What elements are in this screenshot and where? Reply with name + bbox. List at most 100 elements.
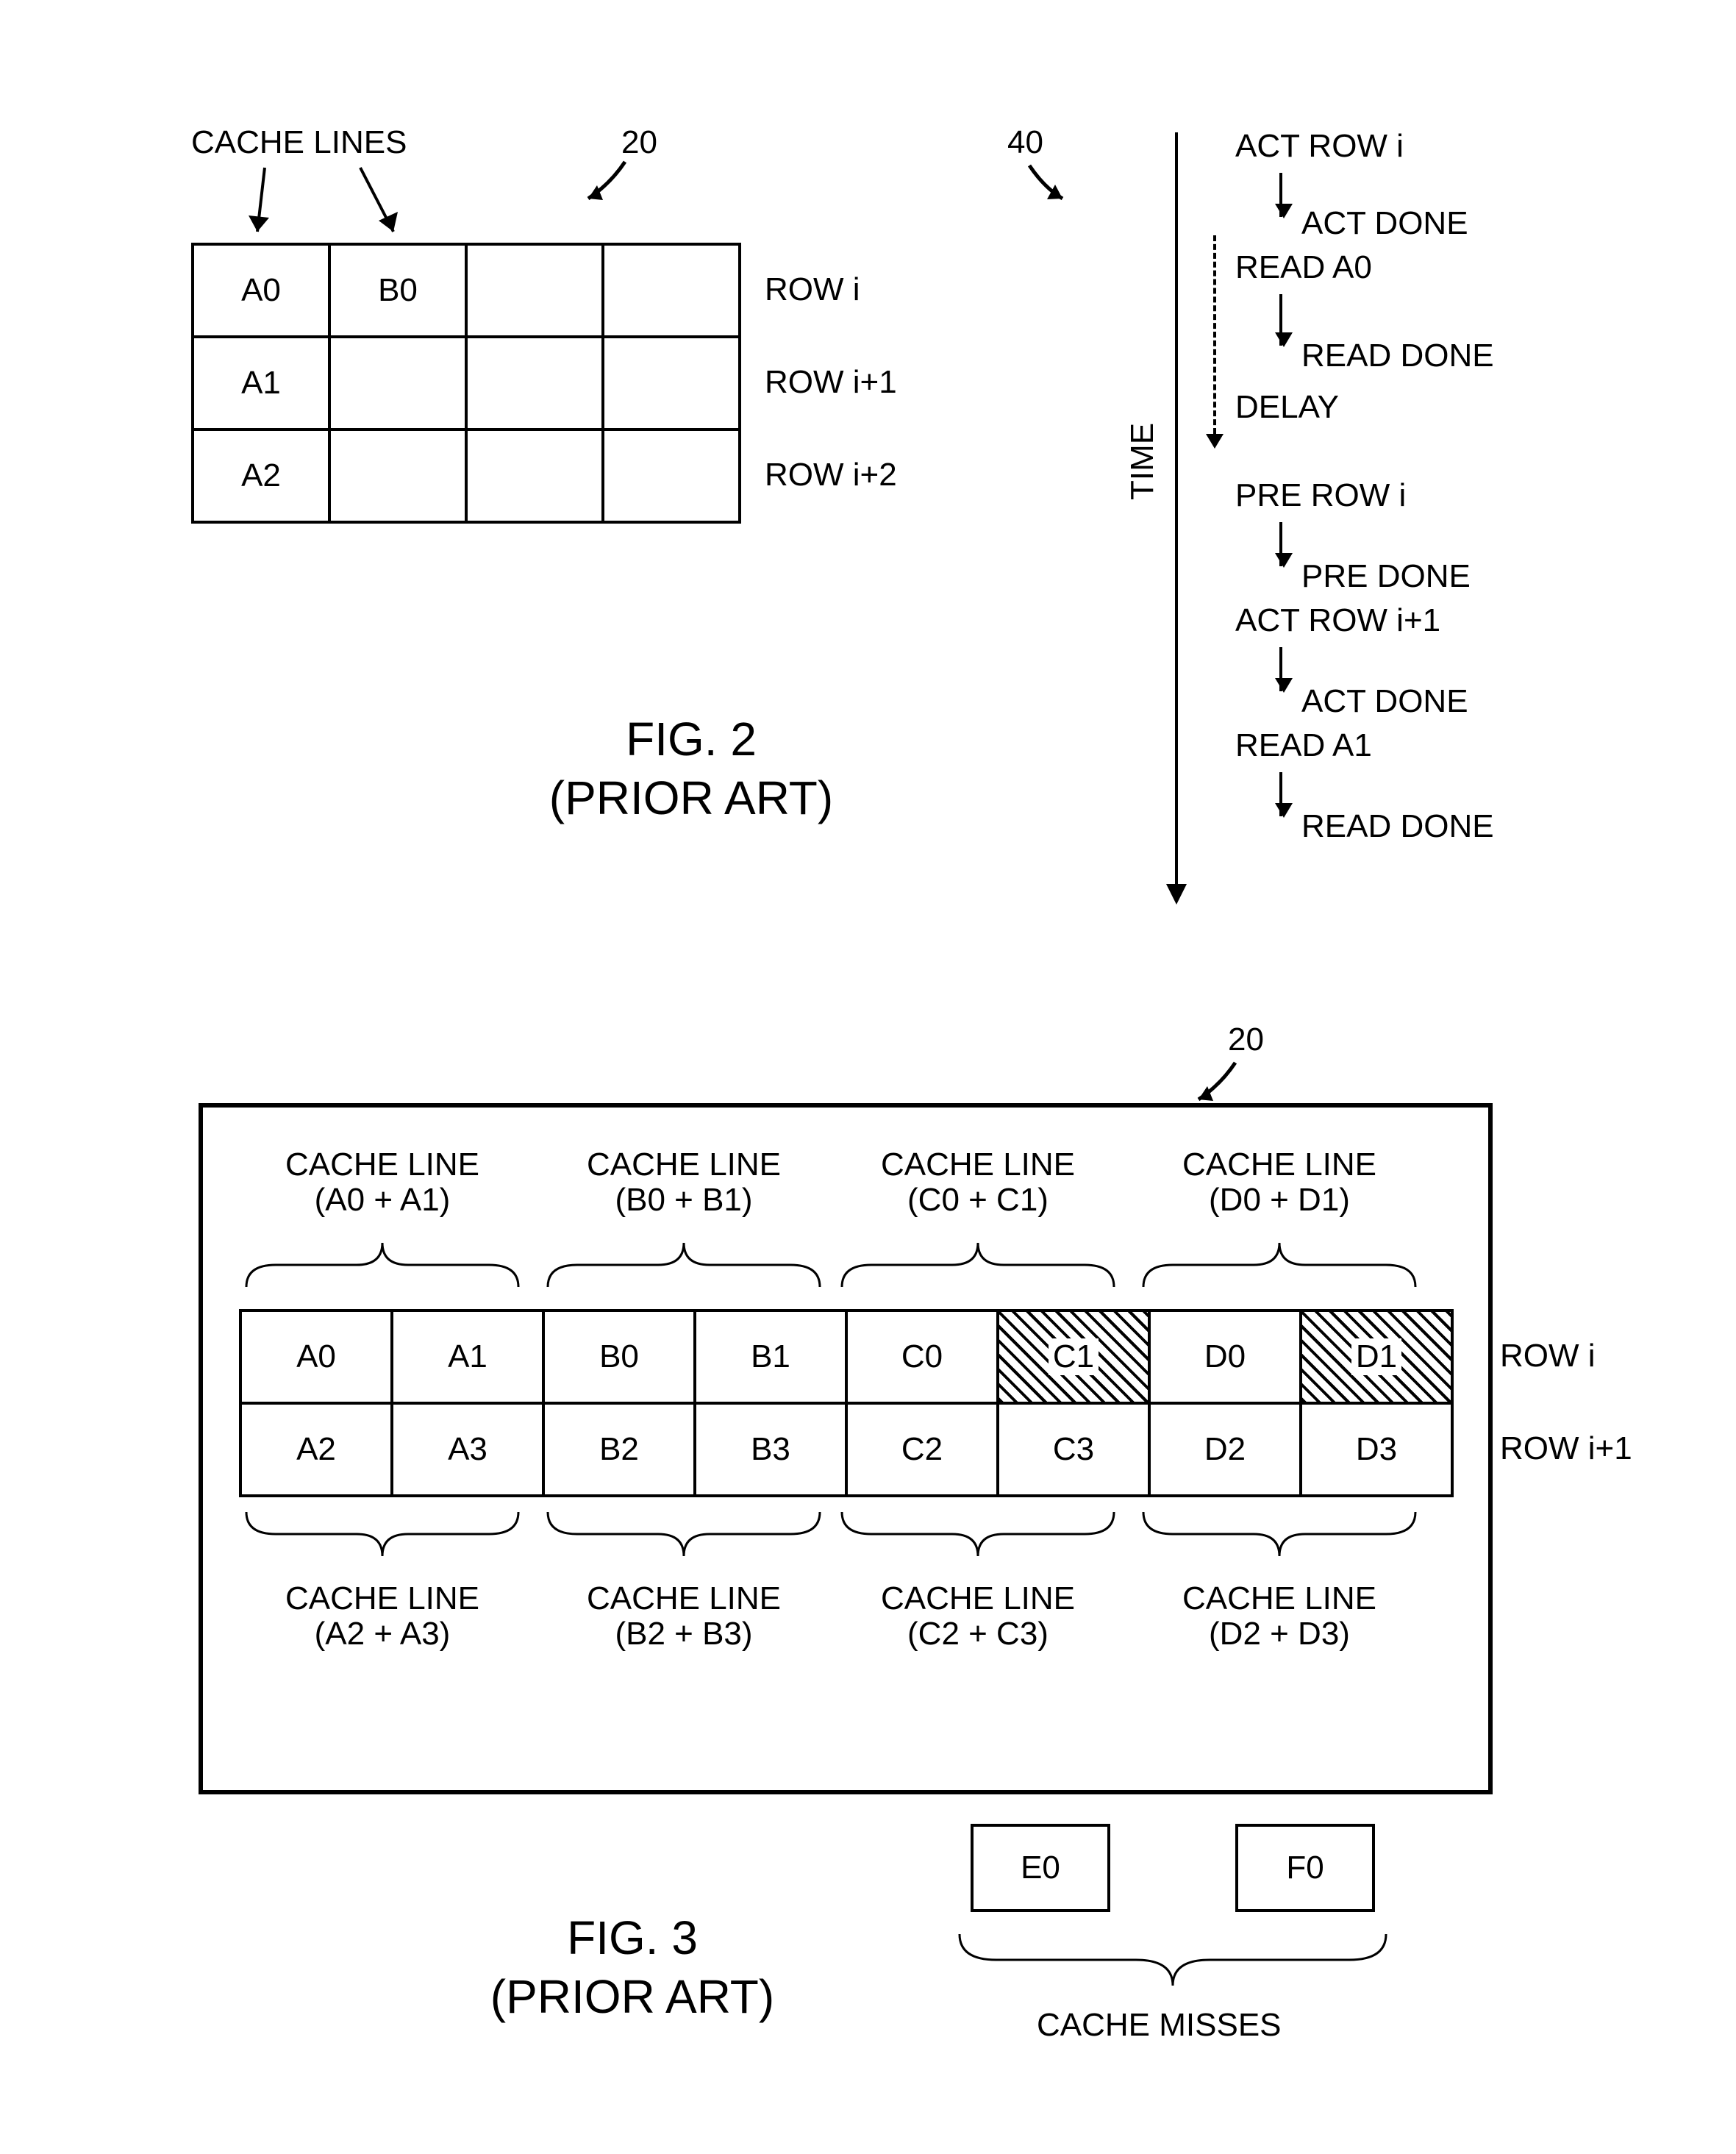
fig3-cell-label: D1 (1351, 1338, 1401, 1375)
fig2-cell-label: B0 (378, 272, 418, 309)
fig3-top-brace-0 (239, 1235, 533, 1294)
fig2-cell-r2-c0: A2 (191, 428, 331, 524)
fig3-ref-20: 20 (1228, 1022, 1264, 1058)
fig3-bot-label-1: CACHE LINE (B2 + B3) (559, 1581, 809, 1652)
arrow-read-done (1279, 294, 1282, 346)
evt-act-done-2: ACT DONE (1301, 684, 1468, 719)
fig3-rowlabel-1: ROW i+1 (1500, 1431, 1632, 1466)
fig3-cell-label: C3 (1053, 1431, 1094, 1468)
fig3-cell-r1-c6: D2 (1148, 1402, 1302, 1497)
evt-read-a0: READ A0 (1235, 250, 1372, 285)
evt-delay: DELAY (1235, 390, 1339, 425)
fig3-cell-label: C2 (901, 1431, 943, 1468)
miss-cell-e0: E0 (971, 1824, 1110, 1912)
fig2-cell-r1-c0: A1 (191, 335, 331, 431)
arrow-read-done-2 (1279, 772, 1282, 816)
fig3-top-label-2: CACHE LINE (C0 + C1) (853, 1147, 1103, 1219)
fig2-cell-label: A2 (241, 457, 281, 494)
arrow-pre-done (1279, 522, 1282, 566)
dashed-delay-tip (1206, 434, 1224, 449)
miss-label: CACHE MISSES (1037, 2008, 1282, 2043)
fig2-cell-r0-c2 (465, 243, 604, 338)
fig2-cell-r0-c1: B0 (328, 243, 468, 338)
fig3-bot-brace-1 (540, 1505, 835, 1563)
dashed-delay-segment (1213, 235, 1216, 434)
evt-act-done: ACT DONE (1301, 206, 1468, 241)
fig2-rowlabel-1: ROW i+1 (765, 365, 897, 400)
fig3-cell-label: A0 (296, 1338, 336, 1375)
fig3-bot-label-3: CACHE LINE (D2 + D3) (1154, 1581, 1404, 1652)
evt-act-row-i: ACT ROW i (1235, 129, 1404, 164)
fig3-top-brace-2 (835, 1235, 1129, 1294)
fig2-rowlabel-0: ROW i (765, 272, 860, 307)
fig2-cell-r2-c1 (328, 428, 468, 524)
fig2-cell-r2-c2 (465, 428, 604, 524)
miss-cell-label: F0 (1286, 1850, 1324, 1886)
evt-act-row-i1: ACT ROW i+1 (1235, 603, 1440, 638)
fig3-bot-brace-0 (239, 1505, 533, 1563)
fig3-title-2: (PRIOR ART) (426, 1971, 838, 2022)
timeline-ref-40: 40 (1007, 125, 1043, 160)
fig2-cell-label: A0 (241, 272, 281, 309)
fig3-cell-r1-c2: B2 (542, 1402, 696, 1497)
fig3-bot-label-2: CACHE LINE (C2 + C3) (853, 1581, 1103, 1652)
fig3-cell-r0-c6: D0 (1148, 1309, 1302, 1405)
fig3-cell-label: B1 (751, 1338, 790, 1375)
fig3-cell-label: B2 (599, 1431, 639, 1468)
fig3-cell-r0-c2: B0 (542, 1309, 696, 1405)
fig3-cell-label: D2 (1204, 1431, 1246, 1468)
fig3-top-label-0: CACHE LINE (A0 + A1) (257, 1147, 507, 1219)
fig3-cell-label: D0 (1204, 1338, 1246, 1375)
fig3-cell-label: C1 (1049, 1338, 1099, 1375)
fig2-cell-r1-c2 (465, 335, 604, 431)
fig3-cell-r0-c7: D1 (1299, 1309, 1454, 1405)
miss-cell-label: E0 (1021, 1850, 1060, 1886)
fig3-top-label-3: CACHE LINE (D0 + D1) (1154, 1147, 1404, 1219)
fig3-cell-r1-c7: D3 (1299, 1402, 1454, 1497)
fig3-cell-r1-c4: C2 (845, 1402, 999, 1497)
fig2-rowlabel-2: ROW i+2 (765, 457, 897, 493)
fig3-cell-label: A1 (448, 1338, 487, 1375)
evt-read-done-2: READ DONE (1301, 809, 1494, 844)
arrow-act-done (1279, 173, 1282, 217)
fig2-ref-20-arrow (581, 154, 654, 228)
fig2-cell-r1-c1 (328, 335, 468, 431)
fig3-cell-r0-c1: A1 (390, 1309, 545, 1405)
fig3-cell-label: C0 (901, 1338, 943, 1375)
evt-pre-done: PRE DONE (1301, 559, 1471, 594)
fig2-cell-r1-c3 (601, 335, 741, 431)
fig3-cell-r1-c1: A3 (390, 1402, 545, 1497)
fig3-bot-label-0: CACHE LINE (A2 + A3) (257, 1581, 507, 1652)
miss-cell-f0: F0 (1235, 1824, 1375, 1912)
fig3-cell-r1-c3: B3 (693, 1402, 848, 1497)
miss-brace (952, 1927, 1393, 1993)
fig3-rowlabel-0: ROW i (1500, 1338, 1596, 1374)
fig3-cell-r1-c0: A2 (239, 1402, 393, 1497)
timeline-axis (1162, 132, 1206, 919)
fig2-cell-r0-c0: A0 (191, 243, 331, 338)
fig2-title-2: (PRIOR ART) (485, 772, 897, 824)
fig3-cell-label: D3 (1356, 1431, 1397, 1468)
fig3-cell-label: B0 (599, 1338, 639, 1375)
evt-pre-row-i: PRE ROW i (1235, 478, 1406, 513)
fig2-cell-label: A1 (241, 365, 281, 402)
fig3-cell-label: A2 (296, 1431, 336, 1468)
arrow-act-done-2 (1279, 647, 1282, 691)
fig3-top-brace-1 (540, 1235, 835, 1294)
fig3-cell-r0-c5: C1 (996, 1309, 1151, 1405)
fig3-cell-r1-c5: C3 (996, 1402, 1151, 1497)
evt-read-a1: READ A1 (1235, 728, 1372, 763)
evt-read-done: READ DONE (1301, 338, 1494, 374)
fig3-cell-r0-c4: C0 (845, 1309, 999, 1405)
fig3-cell-label: B3 (751, 1431, 790, 1468)
fig3-top-brace-3 (1136, 1235, 1430, 1294)
timeline-ref-40-arrow (1015, 158, 1088, 224)
fig3-bot-brace-3 (1136, 1505, 1430, 1563)
fig3-bot-brace-2 (835, 1505, 1129, 1563)
fig2-cell-r0-c3 (601, 243, 741, 338)
fig3-top-label-1: CACHE LINE (B0 + B1) (559, 1147, 809, 1219)
fig2-cell-r2-c3 (601, 428, 741, 524)
fig2-title-1: FIG. 2 (544, 713, 838, 765)
fig3-cell-label: A3 (448, 1431, 487, 1468)
fig3-cell-r0-c0: A0 (239, 1309, 393, 1405)
